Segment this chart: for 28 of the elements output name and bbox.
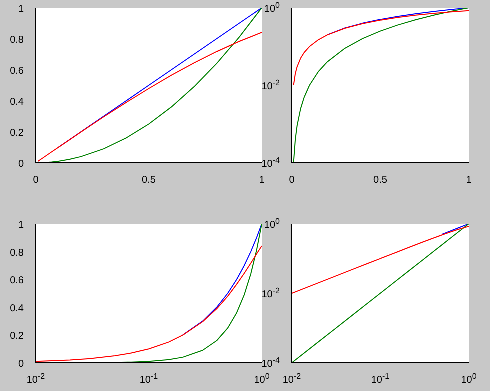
y-tick-label: 10$^{0}$ (264, 216, 281, 231)
x-tick-label: 10$^{0}$ (461, 372, 478, 386)
x-tick-label: 0 (289, 175, 296, 186)
x-tick-label: 0.5 (142, 175, 156, 186)
y-tick-label: 1 (18, 220, 24, 231)
y-tick-label: 0 (18, 159, 24, 170)
y-tick-label: 0.6 (10, 276, 24, 287)
y-tick-label: 0.4 (10, 303, 24, 314)
x-tick-label: 10$^{-1}$ (140, 372, 159, 386)
y-tick-label: 10$^{-2}$ (262, 286, 281, 300)
x-tick-label: 1 (466, 175, 472, 186)
x-tick-label: 0 (33, 175, 40, 186)
x-tick-label: 0.5 (374, 175, 388, 186)
y-tick-label: 0.4 (10, 97, 24, 108)
y-tick-label: 10$^{-2}$ (262, 78, 281, 92)
x-tick-label: 10$^{-2}$ (282, 372, 302, 386)
y-tick-label: 10$^{-4}$ (262, 356, 281, 370)
y-tick-label: 0 (18, 359, 24, 370)
line-series (293, 10, 469, 86)
y-tick-label: 10$^{-4}$ (262, 156, 281, 170)
y-tick-label: 0.8 (10, 35, 24, 46)
y-tick-label: 1 (18, 4, 24, 15)
y-tick-label: 0.2 (10, 331, 24, 342)
y-tick-label: 0.6 (10, 66, 24, 77)
y-tick-label: 0.8 (10, 248, 24, 259)
x-tick-label: 10$^{-1}$ (371, 372, 390, 386)
y-tick-label: 0.2 (10, 128, 24, 139)
y-tick-label: 10$^{0}$ (264, 0, 281, 15)
